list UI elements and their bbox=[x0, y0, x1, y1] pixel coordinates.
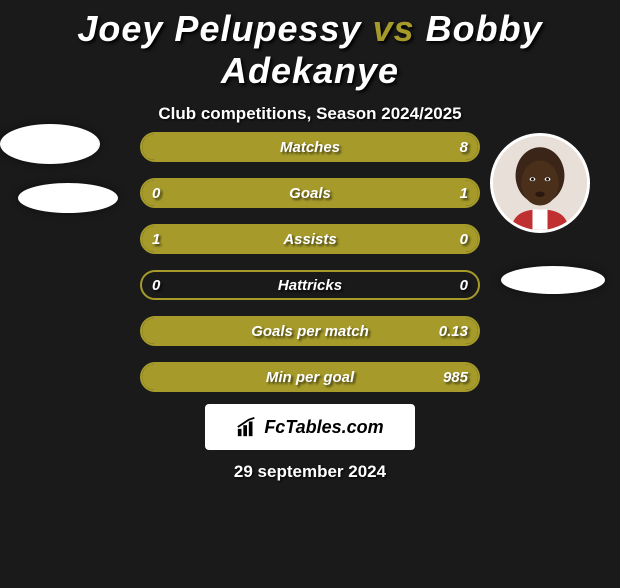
vs-label: vs bbox=[373, 8, 415, 49]
stats-panel: Matches80Goals11Assists00Hattricks0Goals… bbox=[140, 132, 480, 408]
stat-label: Goals bbox=[142, 185, 478, 202]
stat-row: Min per goal985 bbox=[140, 362, 480, 392]
stat-row: 0Hattricks0 bbox=[140, 270, 480, 300]
stat-value-right: 985 bbox=[443, 369, 468, 386]
player1-avatar-placeholder bbox=[0, 124, 100, 164]
stat-value-right: 0 bbox=[460, 231, 468, 248]
subtitle: Club competitions, Season 2024/2025 bbox=[0, 104, 620, 124]
stat-label: Assists bbox=[142, 231, 478, 248]
player2-avatar-icon bbox=[493, 136, 587, 230]
chart-icon bbox=[236, 416, 258, 438]
player1-shadow-ellipse bbox=[18, 183, 118, 213]
stat-label: Hattricks bbox=[142, 277, 478, 294]
stat-label: Min per goal bbox=[142, 369, 478, 386]
stat-value-right: 0 bbox=[460, 277, 468, 294]
stat-row: Goals per match0.13 bbox=[140, 316, 480, 346]
stat-value-right: 8 bbox=[460, 139, 468, 156]
stat-row: 1Assists0 bbox=[140, 224, 480, 254]
player2-shadow-ellipse bbox=[501, 266, 605, 294]
brand-badge: FcTables.com bbox=[205, 404, 415, 450]
stat-label: Matches bbox=[142, 139, 478, 156]
stat-value-right: 1 bbox=[460, 185, 468, 202]
player1-name: Joey Pelupessy bbox=[77, 8, 361, 49]
brand-text: FcTables.com bbox=[264, 417, 383, 438]
infographic-container: Joey Pelupessy vs Bobby Adekanye Club co… bbox=[0, 8, 620, 588]
stat-row: Matches8 bbox=[140, 132, 480, 162]
footer-date: 29 september 2024 bbox=[0, 462, 620, 482]
player2-avatar bbox=[490, 133, 590, 233]
stat-label: Goals per match bbox=[142, 323, 478, 340]
stat-row: 0Goals1 bbox=[140, 178, 480, 208]
page-title: Joey Pelupessy vs Bobby Adekanye bbox=[0, 8, 620, 92]
stat-value-right: 0.13 bbox=[439, 323, 468, 340]
